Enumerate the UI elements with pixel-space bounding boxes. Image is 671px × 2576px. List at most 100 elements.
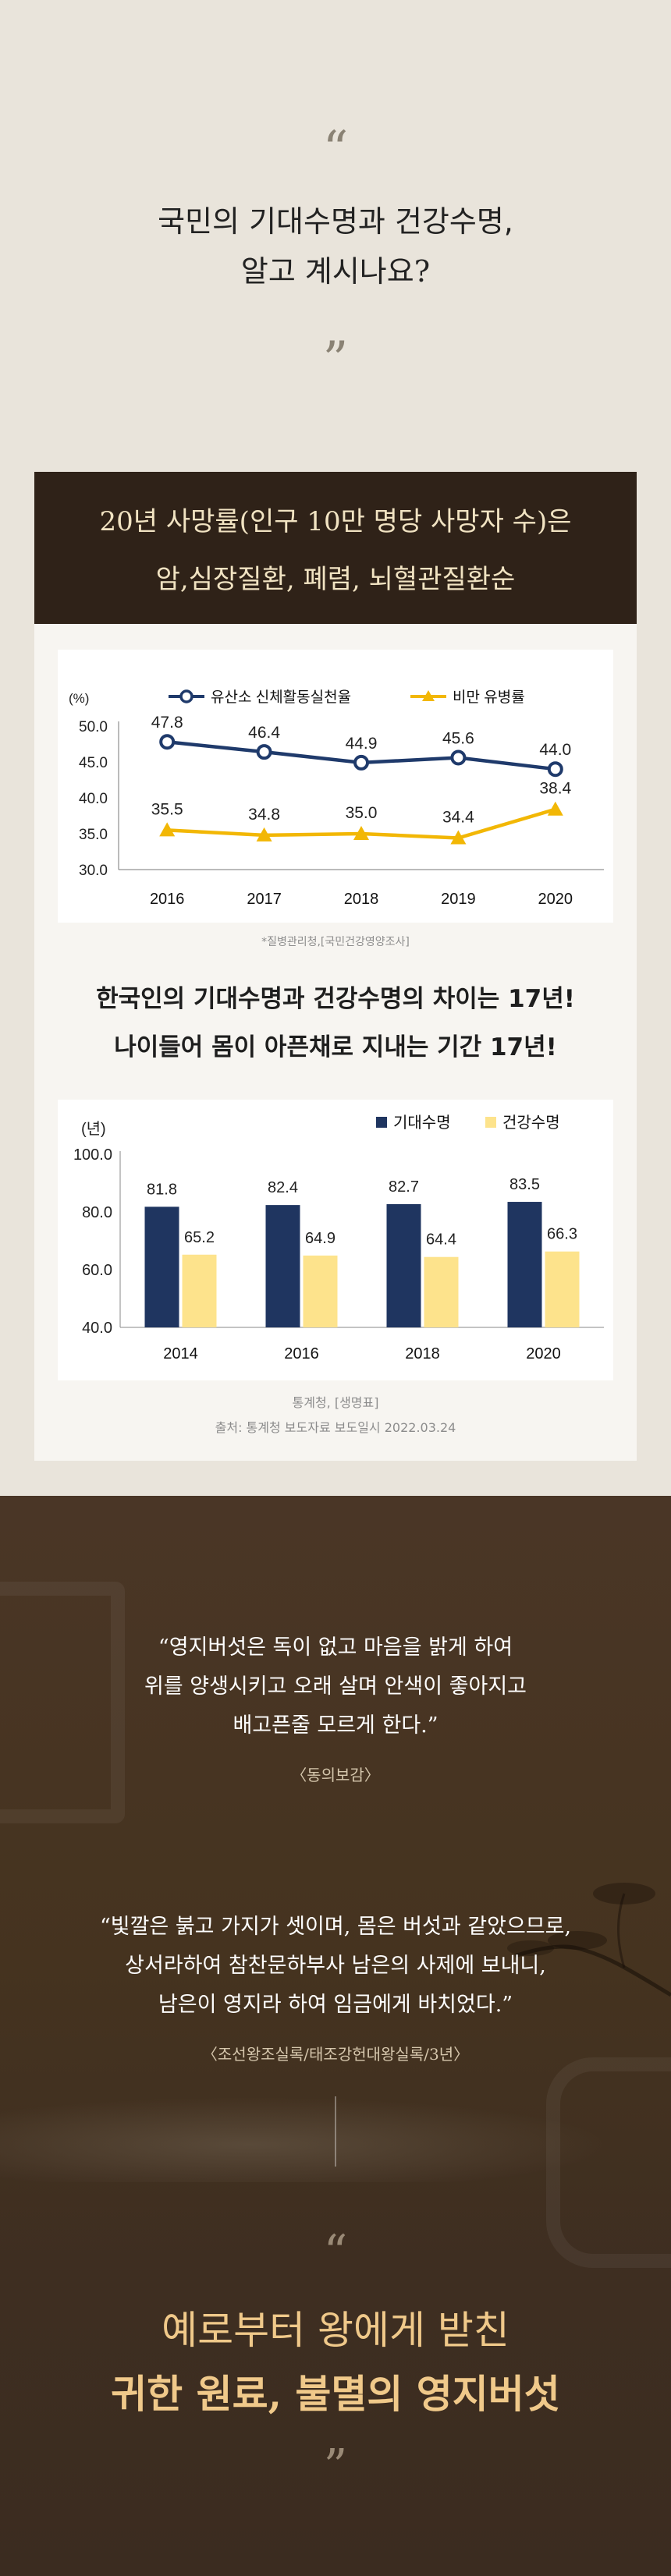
data-label: 44.0 (539, 741, 571, 759)
legend-swatch (485, 1117, 496, 1128)
card-header-line-1: 20년 사망률(인구 10만 명당 사망자 수)은 (99, 506, 572, 537)
quote-line: 배고픈줄 모르게 한다.” (233, 1713, 438, 1738)
x-tick-label: 2019 (441, 891, 476, 908)
line-chart: (%) 50.0 45.0 40.0 35.0 30.0 2016 2017 2018 2019 2… (69, 689, 604, 908)
data-label: 45.6 (442, 729, 474, 747)
annals-source: 〈조선왕조실록/태조강헌대왕실록/3년〉 (201, 2045, 470, 2064)
data-label: 44.9 (346, 735, 378, 753)
legend-label: 비만 유병률 (453, 689, 525, 706)
data-point (450, 749, 467, 766)
close-quote-mark: ” (322, 331, 349, 389)
data-point (547, 761, 563, 778)
y-tick-label: 40.0 (82, 1320, 112, 1337)
data-point (159, 822, 176, 837)
legend-label: 유산소 신체활동실천율 (211, 689, 351, 706)
bar (144, 1207, 179, 1327)
bar (386, 1204, 421, 1327)
legend-label: 건강수명 (502, 1114, 560, 1132)
data-label: 34.8 (248, 806, 280, 824)
y-axis-unit-label: (년) (81, 1120, 106, 1138)
quote-line: “빛깔은 붉고 가지가 셋이며, 몸은 버섯과 같았으므로, (99, 1915, 572, 1939)
closing-headline-line-2: 귀한 원료, 불멸의 영지버섯 (111, 2371, 560, 2417)
sick-years-heading: 나이들어 몸이 아픈채로 지내는 기간 17년! (114, 1033, 557, 1061)
data-label: 46.4 (248, 724, 280, 742)
card-header: 20년 사망률(인구 10만 명당 사망자 수)은 암,심장질환, 폐렴, 뇌혈… (34, 472, 637, 624)
lifespan-gap-heading: 한국인의 기대수명과 건강수명의 차이는 17년! (96, 985, 575, 1013)
data-point (547, 801, 563, 816)
line-chart-source: *질병관리청,[국민건강영양조사] (261, 936, 410, 948)
data-label: 47.8 (151, 714, 183, 732)
quote-line: 남은이 영지라 하여 임금에게 바치었다.” (158, 1993, 513, 2017)
intro-line-2: 알고 계시나요? (240, 254, 431, 289)
data-point (450, 830, 467, 845)
line-chart-panel: (%) 50.0 45.0 40.0 35.0 30.0 2016 2017 2018 2019 2… (58, 650, 613, 923)
open-quote-mark: “ (323, 2225, 348, 2280)
legend-swatch (376, 1117, 387, 1128)
bar (265, 1205, 300, 1327)
vertical-divider (335, 2096, 336, 2167)
y-tick-label: 35.0 (79, 827, 108, 843)
x-tick-label: 2016 (150, 891, 185, 908)
x-tick-label: 2016 (284, 1345, 319, 1362)
donguibogam-source: 〈동의보감〉 (291, 1766, 380, 1784)
x-tick-label: 2014 (163, 1345, 198, 1362)
data-point (159, 734, 176, 750)
quote-line: “영지버섯은 독이 없고 마음을 밝게 하여 (158, 1635, 513, 1660)
legend-label: 기대수명 (393, 1114, 451, 1132)
close-quote-mark: ” (323, 2440, 348, 2494)
data-point (353, 754, 369, 771)
data-label: 83.5 (509, 1176, 540, 1193)
y-tick-label: 60.0 (82, 1262, 112, 1279)
pine-branch-illustration (507, 1883, 671, 1997)
quote-line: 위를 양생시키고 오래 살며 안색이 좋아지고 (144, 1674, 527, 1699)
intro-line-1: 국민의 기대수명과 건강수명, (158, 204, 513, 239)
bar (507, 1202, 542, 1327)
open-quote-mark: “ (322, 121, 349, 179)
x-tick-label: 2020 (538, 891, 573, 908)
bar (545, 1251, 580, 1327)
story-section: “영지버섯은 독이 없고 마음을 밝게 하여 위를 양생시키고 오래 살며 안색… (0, 1496, 671, 2576)
data-label: 64.9 (305, 1230, 336, 1247)
y-tick-label: 80.0 (82, 1204, 112, 1221)
data-label: 81.8 (147, 1181, 177, 1198)
data-label: 35.5 (151, 800, 183, 818)
data-label: 64.4 (426, 1231, 456, 1249)
y-axis-unit-label: (%) (69, 691, 89, 706)
data-point (256, 744, 272, 760)
mountain-mist-background (0, 2089, 671, 2182)
intro-headline: 국민의 기대수명과 건강수명, 알고 계시나요? (0, 197, 671, 296)
bar-chart-source: 통계청, [생명표] (292, 1395, 379, 1410)
pattern-ornament (546, 2057, 671, 2268)
x-tick-label: 2018 (405, 1345, 440, 1362)
legend-circle-marker (179, 689, 193, 703)
bar-chart: (년) 100.0 80.0 60.0 40.0 기대수명 건강수명 2014 81.8 65.2… (73, 1114, 604, 1362)
y-tick-label: 100.0 (73, 1146, 112, 1164)
card-header-line-2: 암,심장질환, 폐렴, 뇌혈관질환순 (155, 564, 516, 595)
pattern-ornament (0, 1582, 125, 1823)
press-release-source: 출처: 통계청 보도자료 보도일시 2022.03.24 (215, 1420, 456, 1435)
bar (182, 1254, 217, 1327)
closing-headline-line-1: 예로부터 왕에게 받친 (162, 2308, 509, 2353)
bar-chart-panel: (년) 100.0 80.0 60.0 40.0 기대수명 건강수명 2014 81.8 65.2… (58, 1100, 613, 1380)
bar (424, 1256, 459, 1327)
data-label: 82.4 (268, 1179, 298, 1196)
annals-quote: “빛깔은 붉고 가지가 셋이며, 몸은 버섯과 같았으므로, 상서라하여 참찬문… (0, 1908, 671, 2025)
quote-line: 상서라하여 참찬문하부사 남은의 사제에 보내니, (125, 1954, 546, 1978)
x-tick-label: 2018 (344, 891, 379, 908)
data-point (256, 827, 272, 842)
data-point (353, 826, 369, 840)
data-label: 65.2 (184, 1229, 215, 1246)
x-tick-label: 2017 (247, 891, 282, 908)
data-label: 82.7 (389, 1178, 419, 1196)
data-label: 66.3 (547, 1226, 577, 1243)
intro-section: “ 국민의 기대수명과 건강수명, 알고 계시나요? ” 20년 사망률(인구 … (0, 121, 671, 1461)
data-label: 35.0 (346, 804, 378, 822)
y-tick-label: 40.0 (79, 791, 108, 807)
data-label: 38.4 (539, 780, 571, 798)
statistics-card: 20년 사망률(인구 10만 명당 사망자 수)은 암,심장질환, 폐렴, 뇌혈… (34, 472, 637, 1461)
y-tick-label: 45.0 (79, 755, 108, 771)
donguibogam-quote: “영지버섯은 독이 없고 마음을 밝게 하여 위를 양생시키고 오래 살며 안색… (0, 1628, 671, 1745)
bar (303, 1255, 338, 1327)
y-tick-label: 30.0 (79, 863, 108, 879)
y-tick-label: 50.0 (79, 719, 108, 735)
